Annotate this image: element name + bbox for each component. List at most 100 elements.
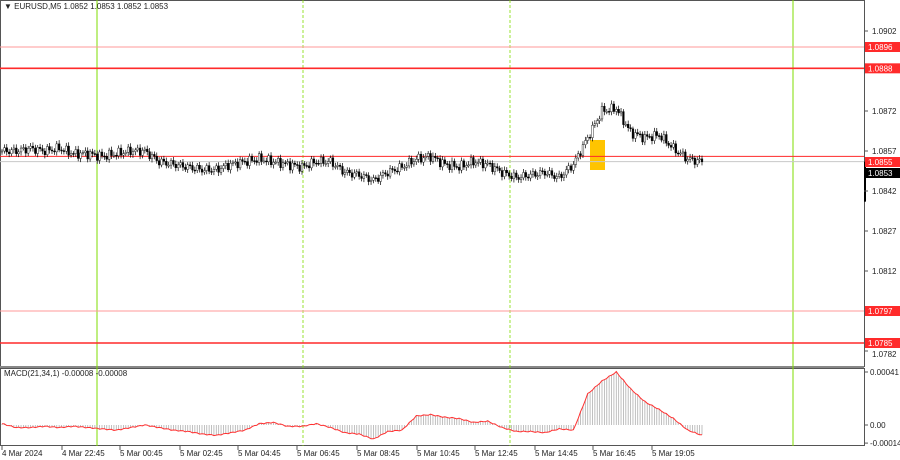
candle-body: [522, 172, 525, 179]
candle-body: [150, 154, 154, 160]
candle-body: [234, 161, 237, 164]
candle: [579, 151, 582, 160]
candle: [274, 159, 277, 165]
candle: [510, 172, 513, 182]
candle-body: [77, 149, 80, 159]
candle: [267, 153, 270, 166]
candle: [598, 115, 601, 125]
candle-body: [31, 145, 35, 149]
candle: [103, 152, 106, 160]
candle: [700, 155, 704, 166]
candle: [8, 148, 11, 158]
candle: [329, 155, 332, 164]
level-tag: [865, 157, 900, 167]
time-tick-label: 5 Mar 12:45: [475, 449, 518, 458]
dropdown-triangle-icon[interactable]: ▼: [4, 2, 12, 11]
candle-body: [543, 171, 546, 176]
price-tick-label: 1.0842: [872, 187, 897, 196]
candle: [124, 149, 127, 156]
candle-body: [431, 156, 435, 162]
candle: [172, 156, 175, 167]
candle-body: [208, 165, 211, 172]
candle: [436, 155, 439, 162]
candle-body: [327, 161, 330, 164]
candle-body: [53, 150, 56, 153]
candle: [593, 120, 596, 128]
candle: [353, 169, 356, 180]
candle-body: [391, 168, 394, 170]
candle: [667, 140, 670, 149]
candle-body: [162, 158, 166, 162]
candles: [0, 100, 704, 186]
candle: [641, 131, 644, 146]
candle-body: [67, 145, 70, 156]
candle-body: [498, 167, 501, 171]
candle: [515, 170, 518, 181]
candle-body: [272, 161, 275, 165]
candle: [365, 172, 368, 178]
candle-body: [605, 111, 608, 113]
candle: [460, 157, 463, 174]
candle: [479, 156, 482, 165]
candle-body: [48, 146, 51, 151]
candle: [177, 161, 180, 172]
candle: [260, 150, 263, 166]
candle: [219, 164, 223, 176]
candle: [565, 165, 568, 178]
level-tag: [865, 42, 900, 52]
candle-body: [627, 124, 630, 128]
candle-body: [155, 155, 158, 161]
candle: [96, 150, 99, 164]
candle: [491, 160, 494, 175]
candle-body: [203, 170, 206, 173]
candle: [422, 154, 425, 166]
candle-body: [503, 170, 506, 177]
candle: [462, 158, 466, 171]
candle-body: [217, 165, 220, 173]
candle: [467, 161, 470, 168]
candle: [67, 142, 70, 160]
candle-body: [138, 147, 142, 156]
candle: [412, 158, 416, 167]
candle-body: [343, 172, 346, 175]
candle-body: [236, 161, 239, 169]
candle-body: [98, 151, 101, 161]
candle-body: [415, 159, 418, 162]
candle: [612, 101, 616, 114]
candle-body: [222, 165, 225, 169]
price-tick-label: 1.0857: [872, 147, 897, 156]
candle-body: [210, 171, 213, 173]
candle: [508, 170, 511, 180]
candle-body: [43, 150, 46, 155]
candle-body: [536, 175, 539, 177]
candle: [158, 157, 161, 169]
candle: [503, 166, 506, 180]
candle: [417, 151, 420, 163]
candle: [319, 154, 323, 168]
candle-body: [586, 137, 589, 141]
candle: [393, 166, 396, 175]
candle: [548, 167, 551, 178]
candle: [534, 169, 537, 179]
time-tick-label: 5 Mar 10:45: [417, 449, 460, 458]
candle: [210, 167, 213, 175]
candle: [148, 148, 151, 162]
candle-body: [519, 177, 523, 180]
candle: [643, 131, 646, 146]
candle: [691, 154, 694, 161]
candle-body: [5, 147, 8, 153]
candle: [572, 161, 575, 174]
candle: [22, 143, 25, 151]
candle-body: [86, 150, 89, 160]
candle: [98, 149, 101, 164]
candle-body: [91, 151, 94, 154]
candle: [243, 157, 246, 165]
candle: [308, 162, 311, 172]
candle-body: [427, 153, 430, 157]
candle-body: [515, 172, 518, 178]
candle: [591, 121, 594, 142]
candle-body: [453, 160, 456, 167]
candle-body: [624, 124, 627, 126]
